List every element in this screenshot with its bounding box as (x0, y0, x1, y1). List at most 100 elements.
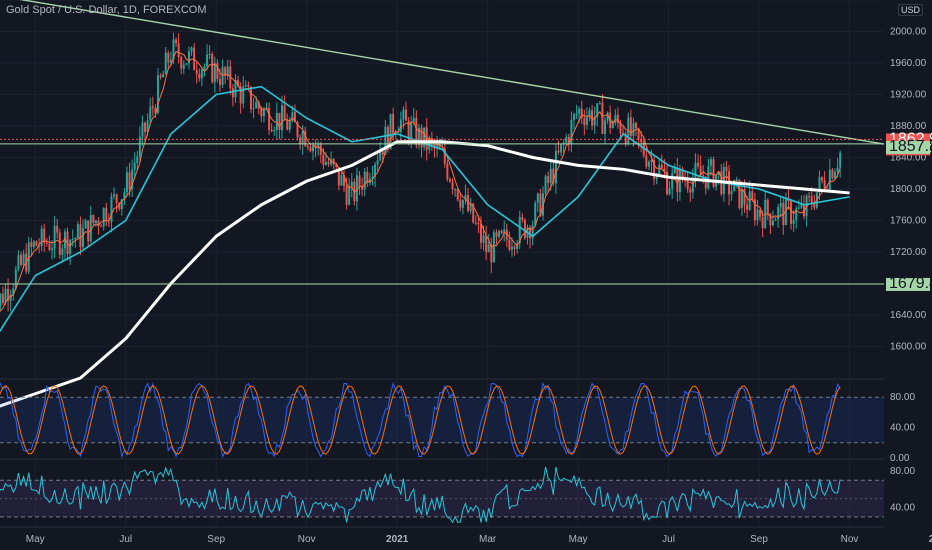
candle-body (793, 220, 795, 224)
candle-body (271, 130, 273, 131)
candle-body (498, 231, 500, 237)
candle-body (772, 221, 774, 225)
candle-body (193, 48, 195, 70)
candle-body (537, 194, 539, 203)
candle-body (480, 224, 482, 243)
candle-body (247, 85, 249, 86)
candle-body (459, 200, 461, 208)
candle-body (291, 112, 293, 121)
candle-body (452, 181, 454, 189)
rsi-tick-label: 40.00 (890, 503, 915, 514)
candle-body (72, 239, 74, 240)
candle-body (2, 294, 4, 303)
candle-body (495, 232, 497, 236)
candle-body (669, 189, 671, 195)
candle-body (110, 196, 112, 222)
candle-body (260, 109, 262, 116)
candle-body (309, 147, 311, 152)
candle-body (449, 179, 451, 181)
time-tick-label: 2021 (386, 534, 409, 545)
candle-body (191, 48, 193, 52)
candle-body (534, 203, 536, 225)
price-tick-label: 1960.00 (890, 58, 927, 69)
candle-body (180, 57, 182, 69)
candle-body (255, 102, 257, 108)
candle-body (837, 167, 839, 171)
candle-body (263, 109, 265, 116)
candle-body (273, 130, 275, 131)
candle-body (82, 229, 84, 248)
candle-body (813, 205, 815, 208)
candle-body (410, 122, 412, 140)
candle-body (211, 54, 213, 82)
candle-body (56, 226, 58, 233)
candle-body (87, 220, 89, 241)
candle-body (405, 109, 407, 120)
candle-body (702, 175, 704, 176)
candle-body (751, 191, 753, 199)
candle-body (725, 167, 727, 171)
candle-body (483, 236, 485, 243)
stoch-tick-label: 0.00 (890, 453, 910, 464)
candle-body (359, 175, 361, 186)
candle-body (203, 66, 205, 70)
candle-body (165, 53, 167, 74)
candle-body (167, 53, 169, 63)
candle-body (831, 170, 833, 179)
candle-body (635, 123, 637, 128)
candle-body (232, 88, 234, 97)
candle-body (576, 114, 578, 115)
price-tick-label: 1600.00 (890, 342, 927, 353)
candle-body (767, 200, 769, 214)
price-tag-label: 1857.36 (889, 138, 932, 155)
time-tick-label: May (26, 534, 45, 545)
candle-body (0, 294, 1, 306)
candle-body (648, 162, 650, 167)
candle-body (214, 63, 216, 82)
candle-body (209, 54, 211, 55)
candle-body (731, 191, 733, 194)
candle-body (134, 163, 136, 170)
candle-body (545, 176, 547, 193)
candle-body (599, 103, 601, 104)
candle-body (488, 245, 490, 252)
candle-body (671, 173, 673, 189)
candle-body (364, 172, 366, 190)
candle-body (48, 244, 50, 250)
candle-body (77, 224, 79, 238)
stoch-tick-label: 80.00 (890, 392, 915, 403)
candle-body (529, 227, 531, 238)
candle-body (604, 121, 606, 134)
candle-body (23, 254, 25, 265)
candle-body (514, 247, 516, 249)
candle-body (222, 67, 224, 85)
candle-body (144, 123, 146, 132)
candle-body (175, 39, 177, 43)
candle-body (201, 70, 203, 79)
candle-body (160, 75, 162, 77)
candle-body (560, 144, 562, 153)
candle-body (746, 205, 748, 210)
candle-body (583, 118, 585, 125)
candle-body (152, 106, 154, 108)
candle-body (85, 220, 87, 228)
stoch-tick-label: 40.00 (890, 423, 915, 434)
candle-body (821, 177, 823, 180)
candle-body (149, 106, 151, 120)
candle-body (20, 255, 22, 265)
rsi-tick-label: 80.00 (890, 466, 915, 477)
price-tick-label: 1720.00 (890, 247, 927, 258)
candle-body (550, 169, 552, 183)
candle-body (521, 217, 523, 220)
currency-button[interactable]: USD (898, 4, 923, 16)
candle-body (185, 63, 187, 64)
time-tick-label: Nov (841, 534, 859, 545)
candle-body (250, 87, 252, 110)
candle-body (454, 189, 456, 190)
candle-body (348, 187, 350, 205)
candle-body (565, 137, 567, 143)
candle-body (493, 232, 495, 262)
candle-body (707, 166, 709, 188)
